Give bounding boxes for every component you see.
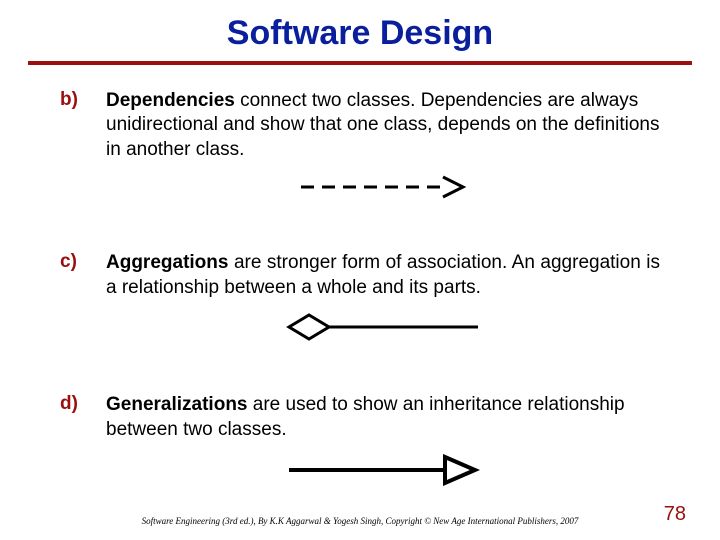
content-area: b) Dependencies connect two classes. Dep… xyxy=(0,65,720,519)
marker-c: c) xyxy=(60,251,106,375)
slide-title: Software Design xyxy=(0,0,720,61)
footer-text: Software Engineering (3rd ed.), By K.K A… xyxy=(74,516,646,526)
page-number: 78 xyxy=(646,503,686,526)
generalization-arrow-icon xyxy=(283,454,483,486)
term-c: Aggregations xyxy=(106,252,228,273)
marker-b: b) xyxy=(60,89,106,233)
term-d: Generalizations xyxy=(106,394,248,415)
body-b: Dependencies connect two classes. Depend… xyxy=(106,89,660,233)
marker-d: d) xyxy=(60,393,106,519)
dependency-diagram xyxy=(106,174,660,207)
item-c: c) Aggregations are stronger form of ass… xyxy=(60,251,660,375)
item-d: d) Generalizations are used to show an i… xyxy=(60,393,660,519)
item-b: b) Dependencies connect two classes. Dep… xyxy=(60,89,660,233)
body-c: Aggregations are stronger form of associ… xyxy=(106,251,660,375)
generalization-diagram xyxy=(106,454,660,493)
footer: Software Engineering (3rd ed.), By K.K A… xyxy=(0,503,720,526)
body-d: Generalizations are used to show an inhe… xyxy=(106,393,660,519)
aggregation-diagram xyxy=(106,312,660,349)
aggregation-line-icon xyxy=(283,312,483,342)
dependency-arrow-icon xyxy=(293,174,473,200)
term-b: Dependencies xyxy=(106,90,235,111)
